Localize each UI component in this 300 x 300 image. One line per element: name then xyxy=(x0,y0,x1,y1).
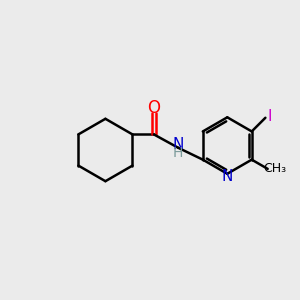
Text: O: O xyxy=(147,99,160,117)
Text: N: N xyxy=(172,137,184,152)
Text: H: H xyxy=(173,146,183,160)
Text: CH₃: CH₃ xyxy=(264,162,287,176)
Text: I: I xyxy=(268,109,272,124)
Text: N: N xyxy=(222,169,233,184)
